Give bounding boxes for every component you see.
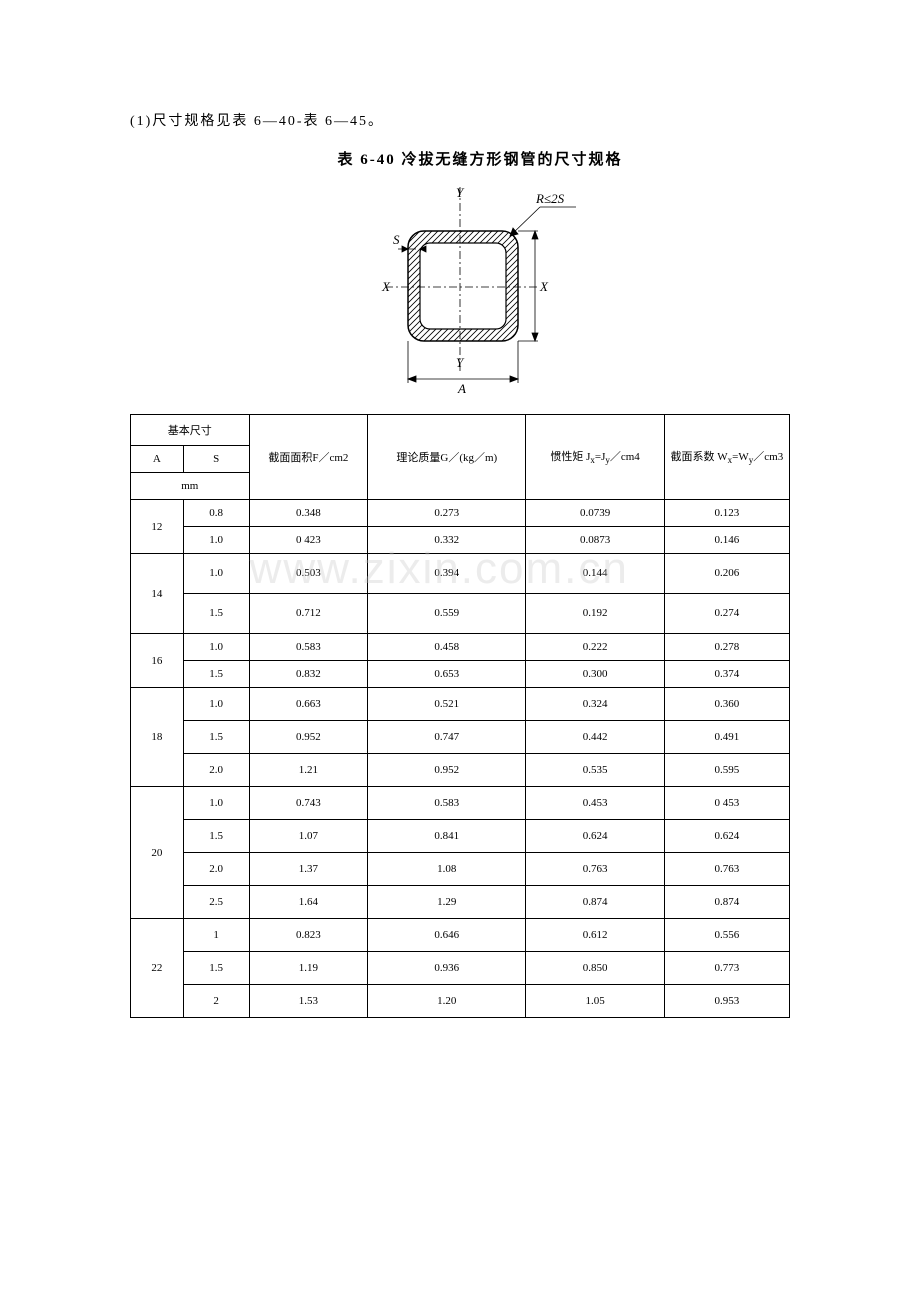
cell-g: 0.5210.7470.952 <box>368 688 526 787</box>
header-j: 惯性矩 Jx=Jy／cm4 <box>526 415 664 500</box>
cell-s: 1.01.5 <box>183 634 249 688</box>
label-y-top: Y <box>456 185 465 200</box>
cell-w: 0.2780.374 <box>664 634 789 688</box>
cell-a: 12 <box>131 500 184 554</box>
table-title: 表 6-40 冷拔无缝方形钢管的尺寸规格 <box>130 148 790 169</box>
cell-j: 0.6120.8501.05 <box>526 919 664 1018</box>
cell-s: 1.01.5 <box>183 554 249 634</box>
label-x-right: X <box>539 279 549 294</box>
cell-f: www.zixin.com.cn0.5030.712 <box>249 554 368 634</box>
table-row: 14 1.01.5 www.zixin.com.cn0.5030.712 0.3… <box>131 554 790 634</box>
cell-g: 0.5830.8411.081.29 <box>368 787 526 919</box>
cell-a: 22 <box>131 919 184 1018</box>
cell-a: 16 <box>131 634 184 688</box>
table-row: 18 1.01.52.0 0.6630.9521.21 0.5210.7470.… <box>131 688 790 787</box>
cell-w: 0.2060.274 <box>664 554 789 634</box>
header-w: 截面系数 Wx=Wy／cm3 <box>664 415 789 500</box>
cell-w: 0.5560.7730.953 <box>664 919 789 1018</box>
diagram-container: S A R≤2S Y Y X X <box>130 179 790 404</box>
cell-a: 18 <box>131 688 184 787</box>
table-row: 16 1.01.5 0.5830.832 0.4580.653 0.2220.3… <box>131 634 790 688</box>
cell-j: 0.4530.6240.7630.874 <box>526 787 664 919</box>
cell-s: 11.52 <box>183 919 249 1018</box>
header-a: A <box>131 446 184 473</box>
square-tube-diagram: S A R≤2S Y Y X X <box>340 179 580 399</box>
header-mm: mm <box>131 473 250 500</box>
cell-f: 0.5830.832 <box>249 634 368 688</box>
table-row: 22 11.52 0.8231.191.53 0.6460.9361.20 0.… <box>131 919 790 1018</box>
label-y-bot: Y <box>456 355 465 370</box>
cell-j: 0.3240.4420.535 <box>526 688 664 787</box>
cell-s: 0.81.0 <box>183 500 249 554</box>
cell-w: 0.1230.146 <box>664 500 789 554</box>
cell-g: 0.3940.559 <box>368 554 526 634</box>
cell-j: 0.1440.192 <box>526 554 664 634</box>
table-row: 20 1.01.52.02.5 0.7431.071.371.64 0.5830… <box>131 787 790 919</box>
cell-f: 0.7431.071.371.64 <box>249 787 368 919</box>
label-s: S <box>393 232 400 247</box>
cell-a: 14 <box>131 554 184 634</box>
header-f: 截面面积F／cm2 <box>249 415 368 500</box>
table-row: 12 0.81.0 0.3480 423 0.2730.332 0.07390.… <box>131 500 790 554</box>
cell-w: 0.3600.4910.595 <box>664 688 789 787</box>
label-x-left: X <box>381 279 391 294</box>
cell-s: 1.01.52.02.5 <box>183 787 249 919</box>
cell-g: 0.6460.9361.20 <box>368 919 526 1018</box>
cell-f: 0.6630.9521.21 <box>249 688 368 787</box>
cell-s: 1.01.52.0 <box>183 688 249 787</box>
cell-a: 20 <box>131 787 184 919</box>
cell-w: 0 4530.6240.7630.874 <box>664 787 789 919</box>
cell-g: 0.4580.653 <box>368 634 526 688</box>
header-s: S <box>183 446 249 473</box>
cell-f: 0.8231.191.53 <box>249 919 368 1018</box>
cell-j: 0.07390.0873 <box>526 500 664 554</box>
table-header-row: 基本尺寸 截面面积F／cm2 理论质量G／(kg／m) 惯性矩 Jx=Jy／cm… <box>131 415 790 446</box>
cell-j: 0.2220.300 <box>526 634 664 688</box>
header-g: 理论质量G／(kg／m) <box>368 415 526 500</box>
label-a: A <box>457 381 466 396</box>
spec-table: 基本尺寸 截面面积F／cm2 理论质量G／(kg／m) 惯性矩 Jx=Jy／cm… <box>130 414 790 1018</box>
intro-text: (1)尺寸规格见表 6—40-表 6—45。 <box>130 110 790 130</box>
label-r: R≤2S <box>535 191 565 206</box>
cell-g: 0.2730.332 <box>368 500 526 554</box>
header-basic: 基本尺寸 <box>131 415 250 446</box>
cell-f: 0.3480 423 <box>249 500 368 554</box>
